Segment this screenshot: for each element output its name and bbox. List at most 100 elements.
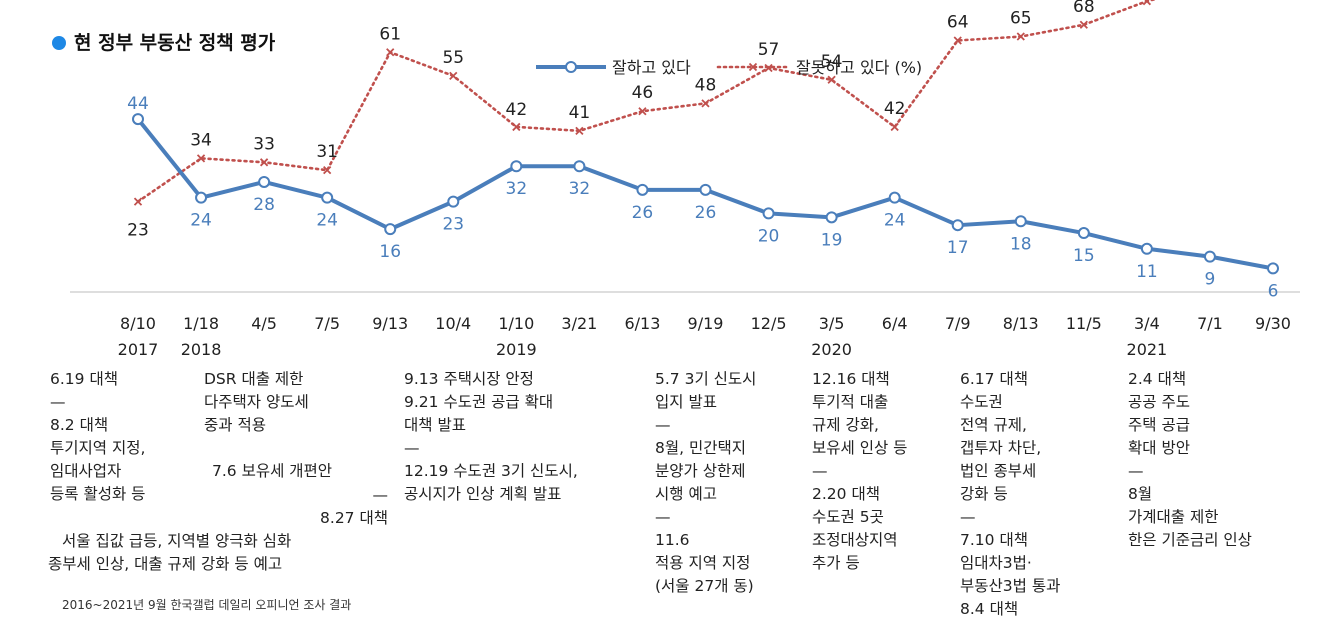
annotation-line: 가계대출 제한 xyxy=(1128,508,1219,526)
x-tick-label: 7/5 xyxy=(314,314,340,333)
annotation-2020-b: 6.17 대책 수도권 전역 규제, 갭투자 차단, 법인 종부세 강화 등 —… xyxy=(960,368,1060,621)
annotation-line: 12.19 수도권 3기 신도시, xyxy=(404,462,578,480)
legend-bad-label: 잘못하고 있다 (%) xyxy=(796,58,922,77)
year-label: 2019 xyxy=(496,340,537,359)
good-point-marker xyxy=(825,211,838,224)
bad-data-label: 31 xyxy=(316,142,338,162)
annotation-line: 공시지가 인상 계획 발표 xyxy=(404,485,562,503)
good-data-label: 18 xyxy=(1010,234,1032,254)
annotation-line: 임대차3법· xyxy=(960,554,1032,572)
annotation-line: — xyxy=(655,508,671,526)
good-point-marker xyxy=(573,160,586,173)
annotation-line: 9.13 주택시장 안정 xyxy=(404,370,534,388)
bad-data-label: 42 xyxy=(884,99,906,119)
year-label: 2017 xyxy=(118,340,159,359)
bad-point-marker xyxy=(133,197,143,206)
good-point-marker xyxy=(1014,215,1027,228)
year-label: 2021 xyxy=(1127,340,1168,359)
annotation-line: — xyxy=(404,439,420,457)
series-line-bad xyxy=(136,0,1157,203)
good-point-marker xyxy=(447,195,460,208)
good-data-label: 16 xyxy=(379,242,401,262)
annotation-line: — xyxy=(655,416,671,434)
good-point-marker xyxy=(1140,242,1153,255)
annotation-2017-a: 6.19 대책 — 8.2 대책 투기지역 지정, 임대사업자 등록 활성화 등 xyxy=(50,368,145,506)
page-title: 현 정부 부동산 정책 평가 xyxy=(52,28,275,55)
good-data-label: 23 xyxy=(442,215,464,235)
line-chart: 8/10 1/18 4/5 7/5 9/13 10/4 1/10 3/21 6/13 9/19 12… xyxy=(70,0,1300,359)
good-point-marker xyxy=(510,160,523,173)
x-tick-label: 3/21 xyxy=(561,314,597,333)
annotation-line xyxy=(204,437,332,460)
annotation-line: 분양가 상한제 xyxy=(655,462,746,480)
bad-point-marker xyxy=(1142,0,1152,6)
bad-point-marker xyxy=(1016,32,1025,41)
bad-data-label: 34 xyxy=(190,130,212,150)
x-tick-label: 11/5 xyxy=(1066,314,1102,333)
annotation-line: 11.6 xyxy=(655,531,690,549)
bad-data-label: 41 xyxy=(569,103,591,123)
x-tick-label: 1/18 xyxy=(183,314,219,333)
good-data-label: 24 xyxy=(190,211,212,231)
annotation-line: 7.10 대책 xyxy=(960,531,1028,549)
bad-data-label: 64 xyxy=(947,12,969,32)
footnote: 2016~2021년 9월 한국갤럽 데일리 오피니언 조사 결과 xyxy=(62,598,352,612)
bad-point-marker xyxy=(449,71,458,80)
annotation-line: — xyxy=(1128,462,1144,480)
good-data-label: 17 xyxy=(947,238,969,258)
title-text: 현 정부 부동산 정책 평가 xyxy=(74,32,276,54)
good-data-label: 20 xyxy=(758,226,780,246)
annotation-2019: 9.13 주택시장 안정 9.21 수도권 공급 확대 대책 발표 — 12.1… xyxy=(404,368,578,506)
annotation-line: 추가 등 xyxy=(812,554,860,572)
bad-data-label: 54 xyxy=(821,52,843,72)
annotation-2018-a: DSR 대출 제한 다주택자 양도세 중과 적용 7.6 보유세 개편안 xyxy=(204,368,332,483)
bad-data-label: 48 xyxy=(695,75,717,95)
annotation-line: 적용 지역 지정 xyxy=(655,554,751,572)
bad-point-marker xyxy=(827,75,836,84)
annotation-line: 8월 xyxy=(1128,485,1153,503)
annotation-line: 5.7 3기 신도시 xyxy=(655,370,757,388)
x-tick-label: 9/13 xyxy=(372,314,408,333)
good-point-marker xyxy=(384,223,397,236)
bad-data-label: 61 xyxy=(379,24,401,44)
bad-data-label: 23 xyxy=(127,221,149,241)
x-tick-label: 9/30 xyxy=(1255,314,1291,333)
good-point-marker xyxy=(1203,250,1216,263)
bad-point-marker xyxy=(638,107,647,116)
bad-point-marker xyxy=(512,122,521,132)
annotation-line: 한은 기준금리 인상 xyxy=(1128,531,1252,549)
good-point-marker xyxy=(762,207,775,220)
bad-point-marker xyxy=(196,154,206,163)
legend-bad-marker xyxy=(748,62,758,72)
x-tick-label: 10/4 xyxy=(435,314,471,333)
good-point-marker xyxy=(636,183,649,196)
annotation-line: 확대 방안 xyxy=(1128,439,1190,457)
x-tick-label: 1/10 xyxy=(498,314,534,333)
bad-point-marker xyxy=(259,158,269,167)
x-tick-label: 4/5 xyxy=(251,314,277,333)
annotation-line: — xyxy=(812,462,828,480)
annotation-line: 다주택자 양도세 xyxy=(204,393,309,411)
bad-data-label: 33 xyxy=(253,134,275,154)
annotation-line: 투기지역 지정, xyxy=(50,439,146,457)
annotation-2018-b: — 8.27 대책 xyxy=(240,484,388,530)
year-label: 2020 xyxy=(811,340,852,359)
bad-data-label: 42 xyxy=(506,100,528,120)
annotation-line: 6.17 대책 xyxy=(960,370,1028,388)
bad-point-marker xyxy=(953,36,962,45)
annotation-line: 부동산3법 통과 xyxy=(960,577,1061,595)
title-bullet-icon xyxy=(52,36,66,50)
bad-point-marker xyxy=(1079,20,1088,29)
annotation-line: (서울 27개 동) xyxy=(655,577,754,595)
good-point-marker xyxy=(195,191,208,204)
x-tick-label: 6/4 xyxy=(882,314,908,333)
good-data-label: 19 xyxy=(821,230,843,250)
good-data-label: 32 xyxy=(506,179,528,199)
annotation-line: 공공 주도 xyxy=(1128,393,1190,411)
good-data-label: 28 xyxy=(253,195,275,215)
annotation-line: 입지 발표 xyxy=(655,393,717,411)
bad-data-label: 65 xyxy=(1010,9,1032,29)
good-data-label: 26 xyxy=(695,203,717,223)
annotation-line: 중과 적용 xyxy=(204,416,266,434)
annotation-line: — xyxy=(372,486,389,504)
